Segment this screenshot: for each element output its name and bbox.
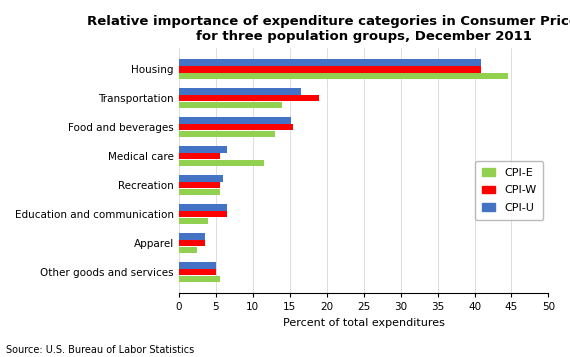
- Bar: [179, 60, 481, 66]
- Bar: [179, 247, 197, 253]
- Text: Source: U.S. Bureau of Labor Statistics: Source: U.S. Bureau of Labor Statistics: [6, 346, 194, 356]
- X-axis label: Percent of total expenditures: Percent of total expenditures: [283, 318, 445, 328]
- Bar: [179, 276, 219, 282]
- Bar: [179, 182, 219, 188]
- Bar: [179, 262, 216, 269]
- Bar: [179, 95, 319, 101]
- Bar: [179, 189, 219, 195]
- Title: Relative importance of expenditure categories in Consumer Price Indexes
for thre: Relative importance of expenditure categ…: [87, 15, 570, 43]
- Bar: [179, 66, 481, 72]
- Bar: [179, 89, 301, 95]
- Bar: [179, 124, 294, 130]
- Bar: [179, 117, 291, 124]
- Bar: [179, 146, 227, 153]
- Bar: [179, 204, 227, 211]
- Bar: [179, 175, 223, 182]
- Bar: [179, 153, 219, 160]
- Legend: CPI-E, CPI-W, CPI-U: CPI-E, CPI-W, CPI-U: [475, 161, 543, 220]
- Bar: [179, 131, 275, 137]
- Bar: [179, 269, 216, 275]
- Bar: [179, 240, 205, 246]
- Bar: [179, 233, 205, 240]
- Bar: [179, 102, 282, 108]
- Bar: [179, 73, 508, 79]
- Bar: [179, 218, 209, 224]
- Bar: [179, 160, 264, 166]
- Bar: [179, 211, 227, 217]
